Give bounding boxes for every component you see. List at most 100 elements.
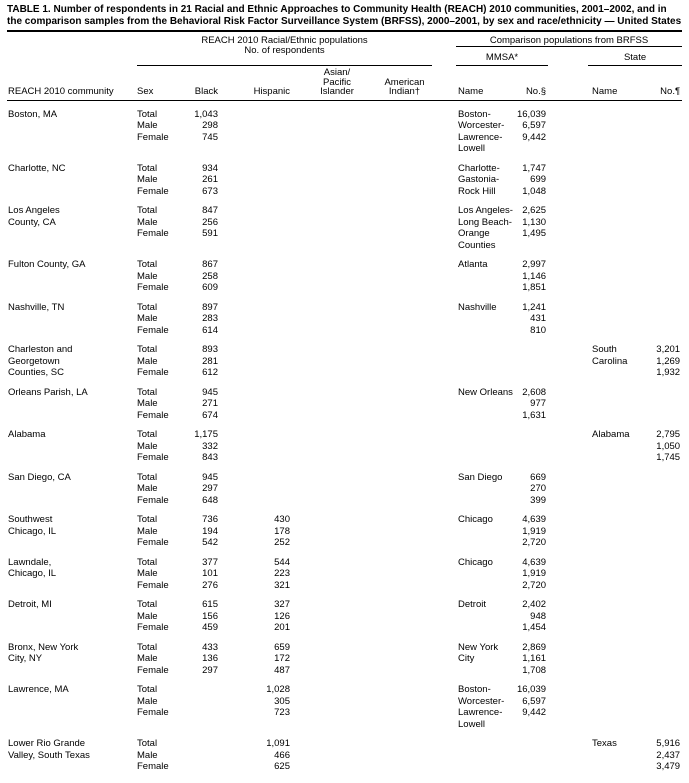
- cell-hispanic: 305: [274, 695, 290, 707]
- cell-black: 736: [202, 514, 218, 525]
- column-gap: [548, 483, 588, 495]
- cell-mmsa-name: [456, 441, 510, 453]
- cell-mmsa-name: [456, 367, 510, 379]
- cell-asian: [292, 696, 355, 708]
- cell-state-name: [588, 379, 640, 399]
- cell-mmsa-name: [456, 421, 510, 441]
- cell-sex: Male: [137, 398, 158, 409]
- table-row: Counties: [7, 240, 682, 252]
- cell-asian: [292, 464, 355, 484]
- cell-mmsa-name: [456, 611, 510, 623]
- cell-state-no: [640, 155, 682, 175]
- cell-sex: Male: [137, 313, 158, 324]
- column-gap: [432, 611, 456, 623]
- cell-mmsa-no: [510, 452, 548, 464]
- cell-black: 377: [202, 556, 218, 568]
- table-row: Male 332 1,050: [7, 441, 682, 453]
- cell-community: Lower Rio Grande: [8, 738, 86, 749]
- table-row: Male 297 270: [7, 483, 682, 495]
- cell-mmsa-name: [456, 537, 510, 549]
- cell-mmsa-no: 669: [530, 471, 547, 483]
- column-gap: [548, 271, 588, 283]
- cell-mmsa-no: 1,130: [522, 216, 547, 228]
- cell-indian: [355, 495, 432, 507]
- col-header-state-name: Name: [588, 65, 641, 101]
- cell-mmsa-no: 399: [530, 494, 547, 506]
- cell-community: County, CA: [8, 216, 56, 228]
- cell-state-name: [588, 611, 640, 623]
- cell-mmsa-name: [456, 580, 510, 592]
- column-gap: [432, 217, 456, 229]
- cell-community: Bronx, New York: [8, 641, 79, 653]
- cell-black: 271: [202, 398, 218, 409]
- cell-state-no: [640, 100, 682, 120]
- cell-indian: [355, 580, 432, 592]
- col-header-sex: Sex: [137, 65, 180, 101]
- cell-state-name: [588, 719, 640, 731]
- cell-hispanic: 544: [274, 556, 290, 568]
- cell-community: [7, 761, 137, 773]
- cell-asian: [292, 761, 355, 773]
- column-gap: [548, 282, 588, 294]
- col-header-community: REACH 2010 community: [7, 31, 137, 101]
- cell-hispanic: [222, 464, 292, 484]
- table-row: Chicago, IL Male 101 223 1,919: [7, 568, 682, 580]
- cell-mmsa-name: [456, 452, 510, 464]
- cell-black: 433: [202, 641, 218, 653]
- cell-state-no: [640, 696, 682, 708]
- cell-state-no: [640, 634, 682, 654]
- cell-mmsa-name: [456, 313, 510, 325]
- cell-asian: [292, 653, 355, 665]
- column-gap: [432, 197, 456, 217]
- cell-mmsa-name: Chicago: [458, 514, 493, 525]
- column-gap: [548, 294, 588, 314]
- table-row: Fulton County, GA Total 867 Atlanta 2,997: [7, 251, 682, 271]
- cell-state-name: [588, 750, 640, 762]
- cell-indian: [355, 356, 432, 368]
- cell-state-name: [588, 506, 640, 526]
- reach-group-line2: No. of respondents: [244, 45, 325, 56]
- cell-state-name: [588, 155, 640, 175]
- cell-black: 332: [202, 440, 218, 452]
- community-group: Los Angeles Total 847 Los Angeles- 2,625 Coun…: [7, 197, 682, 251]
- cell-state-name: [588, 622, 640, 634]
- cell-hispanic: 723: [274, 707, 290, 718]
- table-row: Lawrence, MA Total 1,028 Boston- 16,039: [7, 676, 682, 696]
- table-row: Male 305 Worcester- 6,597: [7, 696, 682, 708]
- cell-asian: [292, 143, 355, 155]
- table-row: Male 271 977: [7, 398, 682, 410]
- cell-hispanic: [222, 398, 292, 410]
- cell-state-no: 2,437: [656, 749, 681, 761]
- column-gap: [432, 282, 456, 294]
- table-row: Georgetown Male 281 Carolina 1,269: [7, 356, 682, 368]
- cell-asian: [292, 251, 355, 271]
- cell-asian: [292, 240, 355, 252]
- cell-hispanic: [222, 251, 292, 271]
- cell-mmsa-no: 1,241: [522, 301, 547, 313]
- table-row: Orleans Parish, LA Total 945 New Orleans 2,6…: [7, 379, 682, 399]
- cell-state-no: 2,795: [656, 429, 681, 440]
- cell-state-no: [640, 143, 682, 155]
- column-gap: [432, 379, 456, 399]
- cell-state-name: [588, 120, 640, 132]
- cell-black: 609: [202, 282, 218, 293]
- cell-state-name: [588, 549, 640, 569]
- community-group: Southwest Total 736 430 Chicago 4,639 Chicago,…: [7, 506, 682, 549]
- cell-black: 847: [202, 205, 218, 216]
- cell-state-no: [640, 120, 682, 132]
- cell-community: [7, 228, 137, 240]
- cell-indian: [355, 653, 432, 665]
- cell-hispanic: [222, 410, 292, 422]
- column-gap: [432, 294, 456, 314]
- cell-sex: Male: [137, 483, 158, 494]
- cell-sex: Total: [137, 429, 158, 440]
- cell-mmsa-no: 4,639: [522, 514, 547, 525]
- column-gap: [548, 325, 588, 337]
- table-row: Lower Rio Grande Total 1,091 Texas 5,916: [7, 730, 682, 750]
- cell-mmsa-no: 6,597: [522, 120, 547, 131]
- cell-hispanic: [222, 174, 292, 186]
- column-gap: [432, 622, 456, 634]
- table-row: Female 625 3,479: [7, 761, 682, 773]
- cell-community: [7, 120, 137, 132]
- cell-state-no: [640, 398, 682, 410]
